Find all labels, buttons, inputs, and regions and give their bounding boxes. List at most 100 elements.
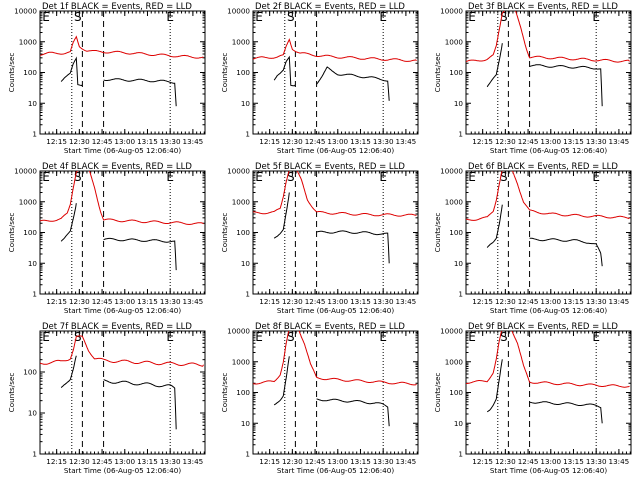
x-tick-label: 12:30	[69, 457, 90, 466]
y-tick-label: 10	[241, 99, 251, 108]
marker-s: S	[287, 330, 295, 344]
y-axis-label: Counts/sec	[433, 213, 442, 253]
y-tick-label: 10	[454, 419, 464, 428]
x-tick-label: 12:30	[495, 297, 516, 306]
x-tick-label: 13:00	[114, 137, 135, 146]
x-tick-label: 12:15	[46, 297, 67, 306]
x-tick-label: 12:30	[282, 457, 303, 466]
y-tick-label: 100	[236, 228, 250, 237]
events-series-line	[103, 237, 177, 271]
y-tick-label: 10000	[227, 327, 250, 336]
events-series-line	[486, 204, 503, 248]
x-axis-label: Start Time (06-Aug-05 12:06:40)	[490, 146, 607, 155]
y-tick-label: 1000	[445, 37, 464, 46]
lld-series-line	[40, 335, 204, 367]
y-tick-label: 100	[449, 228, 463, 237]
y-tick-label: 100	[449, 68, 463, 77]
lld-series-line	[466, 171, 630, 221]
y-tick-label: 1	[458, 290, 463, 299]
y-tick-label: 10000	[227, 167, 250, 176]
y-tick-label: 100	[236, 68, 250, 77]
x-axis-label: Start Time (06-Aug-05 12:06:40)	[64, 306, 181, 315]
x-tick-label: 13:30	[160, 137, 181, 146]
panel-title: Det 9f BLACK = Events, RED = LLD	[468, 322, 618, 332]
x-tick-label: 12:45	[518, 297, 539, 306]
y-tick-label: 10000	[14, 7, 37, 16]
lld-series-line	[40, 35, 204, 59]
y-axis-label: Counts/sec	[433, 53, 442, 93]
marker-s: S	[287, 10, 295, 24]
y-tick-label: 1	[245, 130, 250, 139]
marker-e: E	[379, 10, 387, 24]
y-axis-label: Counts/sec	[7, 53, 16, 93]
x-tick-label: 13:15	[563, 137, 584, 146]
panel-title: Det 1f BLACK = Events, RED = LLD	[42, 2, 192, 12]
series-group	[466, 11, 630, 107]
y-tick-label: 100	[23, 368, 37, 377]
x-tick-label: 13:15	[137, 457, 158, 466]
x-tick-label: 12:45	[92, 137, 113, 146]
y-tick-label: 100	[449, 388, 463, 397]
series-group	[253, 171, 417, 264]
panel-title: Det 7f BLACK = Events, RED = LLD	[42, 322, 192, 332]
y-tick-label: 1	[32, 450, 37, 459]
y-tick-label: 1000	[232, 197, 251, 206]
x-axis-label: Start Time (06-Aug-05 12:06:40)	[490, 466, 607, 475]
x-tick-label: 12:15	[259, 137, 280, 146]
y-tick-label: 10000	[440, 327, 463, 336]
marker-e: E	[166, 10, 174, 24]
events-series-line	[60, 355, 77, 388]
marker-e: E	[42, 170, 50, 184]
events-series-line	[273, 55, 296, 87]
x-tick-label: 12:45	[518, 137, 539, 146]
lld-series-line	[253, 38, 417, 62]
x-tick-label: 13:15	[137, 297, 158, 306]
y-tick-label: 10	[28, 259, 38, 268]
marker-e: E	[42, 330, 50, 344]
y-tick-label: 1000	[232, 37, 251, 46]
x-tick-label: 13:45	[183, 457, 204, 466]
events-series-line	[103, 78, 177, 107]
y-tick-label: 1000	[445, 357, 464, 366]
plot-frame	[252, 330, 419, 455]
marker-s: S	[500, 10, 508, 24]
lld-series-line	[40, 171, 204, 226]
y-tick-label: 1000	[19, 197, 38, 206]
y-tick-label: 1	[32, 290, 37, 299]
marker-e: E	[166, 330, 174, 344]
x-tick-label: 13:00	[114, 457, 135, 466]
x-axis-label: Start Time (06-Aug-05 12:06:40)	[490, 306, 607, 315]
y-tick-label: 10	[241, 259, 251, 268]
x-tick-label: 12:45	[305, 137, 326, 146]
events-series-line	[486, 359, 503, 413]
x-tick-label: 12:45	[92, 457, 113, 466]
events-series-line	[529, 237, 603, 267]
lld-series-line	[253, 171, 417, 217]
marker-e: E	[468, 330, 476, 344]
y-axis-label: Counts/sec	[433, 373, 442, 413]
plot-frame	[465, 330, 632, 455]
x-tick-label: 13:45	[183, 137, 204, 146]
x-tick-label: 13:00	[540, 297, 561, 306]
plot-frame	[39, 170, 206, 295]
marker-e: E	[255, 10, 263, 24]
y-axis-label: Counts/sec	[7, 213, 16, 253]
y-tick-label: 10000	[440, 167, 463, 176]
x-tick-label: 13:45	[396, 137, 417, 146]
marker-e: E	[379, 330, 387, 344]
y-tick-label: 10	[28, 99, 38, 108]
panel-8: Det 8f BLACK = Events, RED = LLD 1 10 100 10…	[220, 322, 419, 475]
events-series-line	[529, 401, 603, 424]
marker-e: E	[468, 10, 476, 24]
x-tick-label: 12:45	[518, 457, 539, 466]
marker-s: S	[74, 10, 82, 24]
x-tick-label: 12:45	[305, 457, 326, 466]
panel-4: Det 4f BLACK = Events, RED = LLD 1 10 100 10…	[7, 162, 206, 315]
x-tick-label: 13:30	[373, 137, 394, 146]
events-series-line	[273, 356, 290, 406]
x-tick-label: 13:00	[327, 457, 348, 466]
x-tick-label: 13:45	[609, 297, 630, 306]
panel-title: Det 4f BLACK = Events, RED = LLD	[42, 162, 192, 172]
panel-6: Det 6f BLACK = Events, RED = LLD 1 10 100 10…	[433, 162, 632, 315]
